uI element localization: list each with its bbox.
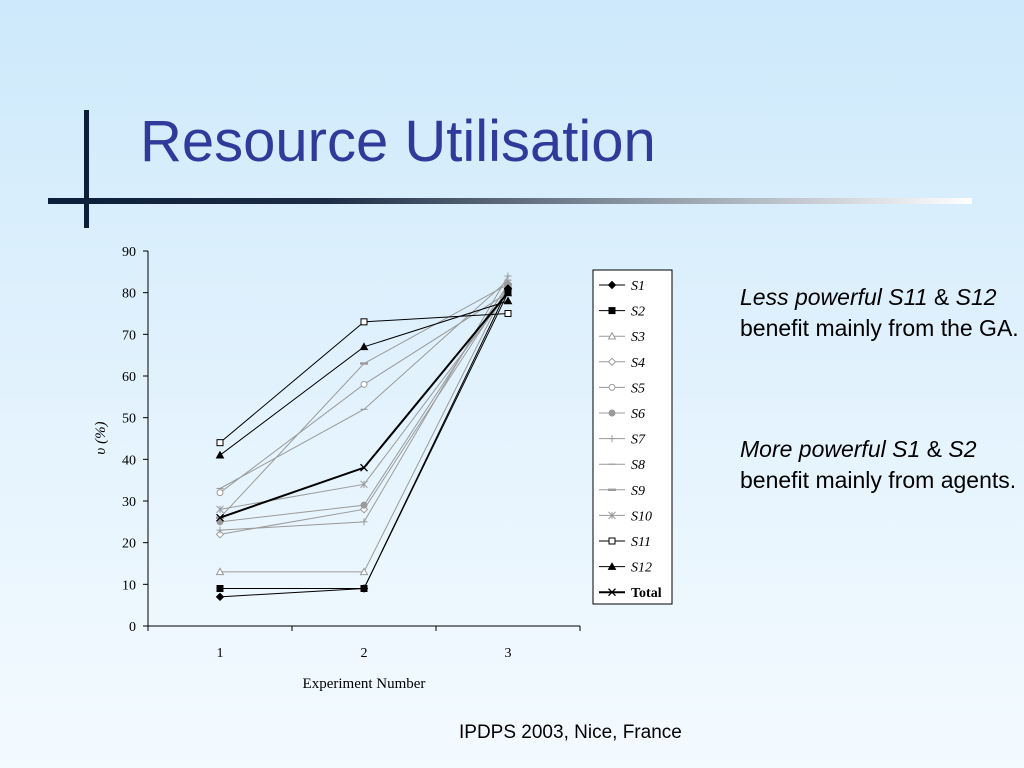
y-tick-label: 40	[122, 453, 136, 468]
data-point-s6	[360, 501, 368, 509]
data-point-s2	[216, 585, 224, 592]
legend-label-s3: S3	[631, 330, 645, 345]
legend-marker-total	[608, 588, 616, 597]
legend-label-s10: S10	[631, 509, 652, 524]
data-point-s10	[360, 480, 368, 489]
legend-label-s2: S2	[631, 305, 645, 320]
legend-marker-s5	[608, 383, 616, 391]
legend-label-s4: S4	[631, 356, 645, 371]
y-tick-label: 30	[122, 495, 136, 510]
chart-legend	[592, 269, 673, 605]
data-point-s3	[215, 567, 225, 576]
title-horizontal-rule	[48, 198, 972, 204]
legend-marker-s7	[608, 435, 616, 443]
note-text-segment: &	[927, 284, 956, 310]
note-text-segment: S12	[955, 284, 997, 310]
series-line-s2	[220, 292, 509, 589]
legend-label-s12: S12	[631, 561, 652, 576]
series-line-s3	[220, 284, 509, 573]
y-tick-label: 80	[122, 287, 136, 302]
note-text-segment: More powerful S1	[740, 436, 921, 462]
data-point-s11	[216, 439, 224, 447]
note-text-segment: benefit mainly from agents.	[740, 467, 1017, 493]
x-tick-label: 2	[361, 646, 368, 661]
data-point-s5	[360, 380, 368, 388]
series-line-s7	[219, 275, 509, 531]
series-line-s1	[219, 288, 509, 598]
y-tick-label: 60	[122, 370, 136, 385]
note-more-powerful: More powerful S1 & S2 benefit mainly fro…	[740, 434, 1024, 496]
legend-label-s1: S1	[631, 279, 645, 294]
x-tick-label: 3	[505, 646, 512, 661]
data-point-total	[216, 513, 224, 522]
data-point-s7	[216, 526, 224, 534]
data-point-s11	[360, 318, 368, 326]
y-tick-label: 0	[129, 620, 136, 635]
y-axis-title: υ (%)	[93, 421, 109, 454]
x-tick-label: 1	[217, 646, 224, 661]
data-point-total	[504, 288, 512, 297]
y-tick-label: 70	[122, 328, 136, 343]
slide-title: Resource Utilisation	[140, 109, 656, 174]
legend-marker-s6	[608, 409, 616, 417]
y-tick-label: 90	[122, 245, 136, 260]
legend-marker-s3	[607, 331, 617, 340]
y-tick-label: 10	[122, 578, 136, 593]
data-point-s12	[359, 342, 369, 351]
data-point-s12	[503, 296, 513, 305]
data-point-s4	[215, 530, 225, 539]
data-point-s7	[360, 518, 368, 526]
data-point-s5	[216, 489, 224, 497]
data-point-s12	[215, 450, 225, 459]
y-tick-label: 50	[122, 412, 136, 427]
legend-label-total: Total	[631, 586, 662, 601]
data-point-s2	[360, 585, 368, 592]
title-vertical-rule	[84, 110, 89, 228]
x-axis-title: Experiment Number	[303, 676, 426, 692]
data-point-s1	[215, 592, 225, 602]
legend-marker-s10	[608, 511, 616, 520]
note-text-segment: S2	[948, 436, 977, 462]
note-text-segment: Less powerful S11	[740, 284, 928, 310]
legend-marker-s4	[607, 357, 617, 367]
data-point-s11	[504, 310, 512, 317]
data-point-s7	[504, 272, 512, 280]
legend-label-s7: S7	[631, 433, 646, 448]
legend-label-s5: S5	[631, 381, 645, 396]
note-text-segment: &	[920, 436, 949, 462]
legend-label-s8: S8	[631, 458, 645, 473]
legend-label-s11: S11	[631, 535, 651, 550]
legend-marker-s2	[608, 307, 616, 315]
data-point-s3	[359, 567, 369, 576]
series-line-s4	[219, 288, 509, 535]
legend-label-s6: S6	[631, 407, 645, 422]
data-point-s10	[216, 505, 224, 514]
slide-footer: IPDPS 2003, Nice, France	[459, 722, 682, 743]
y-tick-label: 20	[122, 537, 136, 552]
note-text-segment: benefit mainly from the GA.	[740, 315, 1019, 341]
note-less-powerful: Less powerful S11 & S12 benefit mainly f…	[740, 282, 1024, 344]
data-point-total	[360, 463, 368, 472]
legend-marker-s11	[608, 537, 616, 545]
legend-marker-s1	[607, 280, 617, 290]
legend-marker-s12	[607, 562, 617, 570]
legend-label-s9: S9	[631, 484, 645, 499]
